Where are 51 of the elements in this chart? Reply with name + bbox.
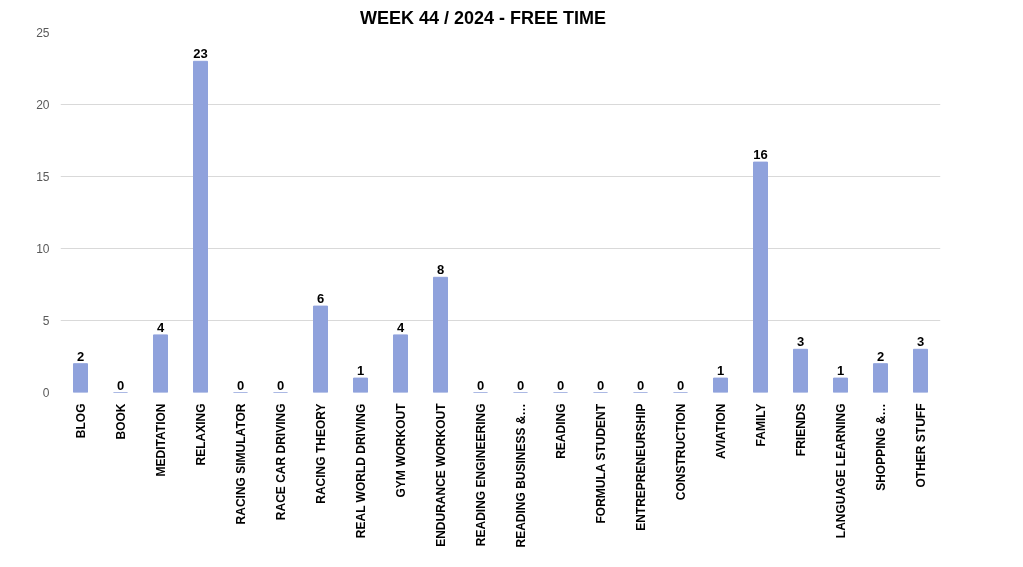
x-tick-label: LANGUAGE LEARNING [833,403,848,539]
data-label: 2 [876,348,885,364]
x-tick-label: FRIENDS [793,403,808,457]
y-tick-label: 10 [36,242,50,256]
y-tick-label: 15 [36,170,50,184]
data-label: 3 [916,334,925,350]
data-label: 3 [796,334,805,350]
x-tick-label: ENDURANCE WORKOUT [433,402,448,547]
y-tick-label: 5 [42,314,50,328]
x-tick-label: CONSTRUCTION [673,403,688,501]
data-label: 23 [193,46,208,62]
x-tick-label: ENTREPRENEURSHIP [633,403,648,531]
chart-title: WEEK 44 / 2024 - FREE TIME [359,7,607,28]
x-tick-label: READING BUSINESS &… [513,403,528,548]
x-tick-label: RELAXING [193,403,208,466]
data-label: 6 [316,291,325,307]
data-label: 0 [676,377,685,393]
data-label: 4 [396,319,405,335]
x-tick-label: FORMULA STUDENT [593,403,608,524]
data-label: 1 [356,363,365,379]
x-tick-label: BLOG [73,403,88,439]
data-label: 16 [753,147,768,163]
data-label: 0 [596,377,605,393]
x-tick-label: OTHER STUFF [913,403,928,488]
x-tick-label: AVIATION [713,403,728,460]
x-tick-label: RACING THEORY [313,403,328,504]
data-label: 0 [236,377,245,393]
x-tick-label: RACING SIMULATOR [233,403,248,525]
data-label: 2 [76,348,85,364]
y-tick-label: 0 [42,386,50,400]
x-tick-label: REAL WORLD DRIVING [353,403,368,539]
data-label: 4 [156,319,165,335]
x-tick-label: GYM WORKOUT [393,402,408,498]
data-label: 0 [116,377,125,393]
data-label: 0 [476,377,485,393]
x-tick-label: BOOK [113,403,128,440]
x-tick-label: MEDITATION [153,403,168,477]
data-label: 0 [556,377,565,393]
y-tick-label: 25 [36,26,50,40]
x-tick-label: SHOPPING &… [873,403,888,491]
y-tick-label: 20 [36,98,50,112]
x-tick-label: RACE CAR DRIVING [273,403,288,521]
data-label: 0 [276,377,285,393]
data-label: 0 [516,377,525,393]
x-tick-label: READING [553,403,568,459]
x-tick-label: READING ENGINEERING [473,403,488,547]
data-label: 0 [636,377,645,393]
data-label: 1 [716,363,725,379]
data-label: 1 [836,363,845,379]
data-label: 8 [436,262,445,278]
x-tick-label: FAMILY [753,403,768,447]
